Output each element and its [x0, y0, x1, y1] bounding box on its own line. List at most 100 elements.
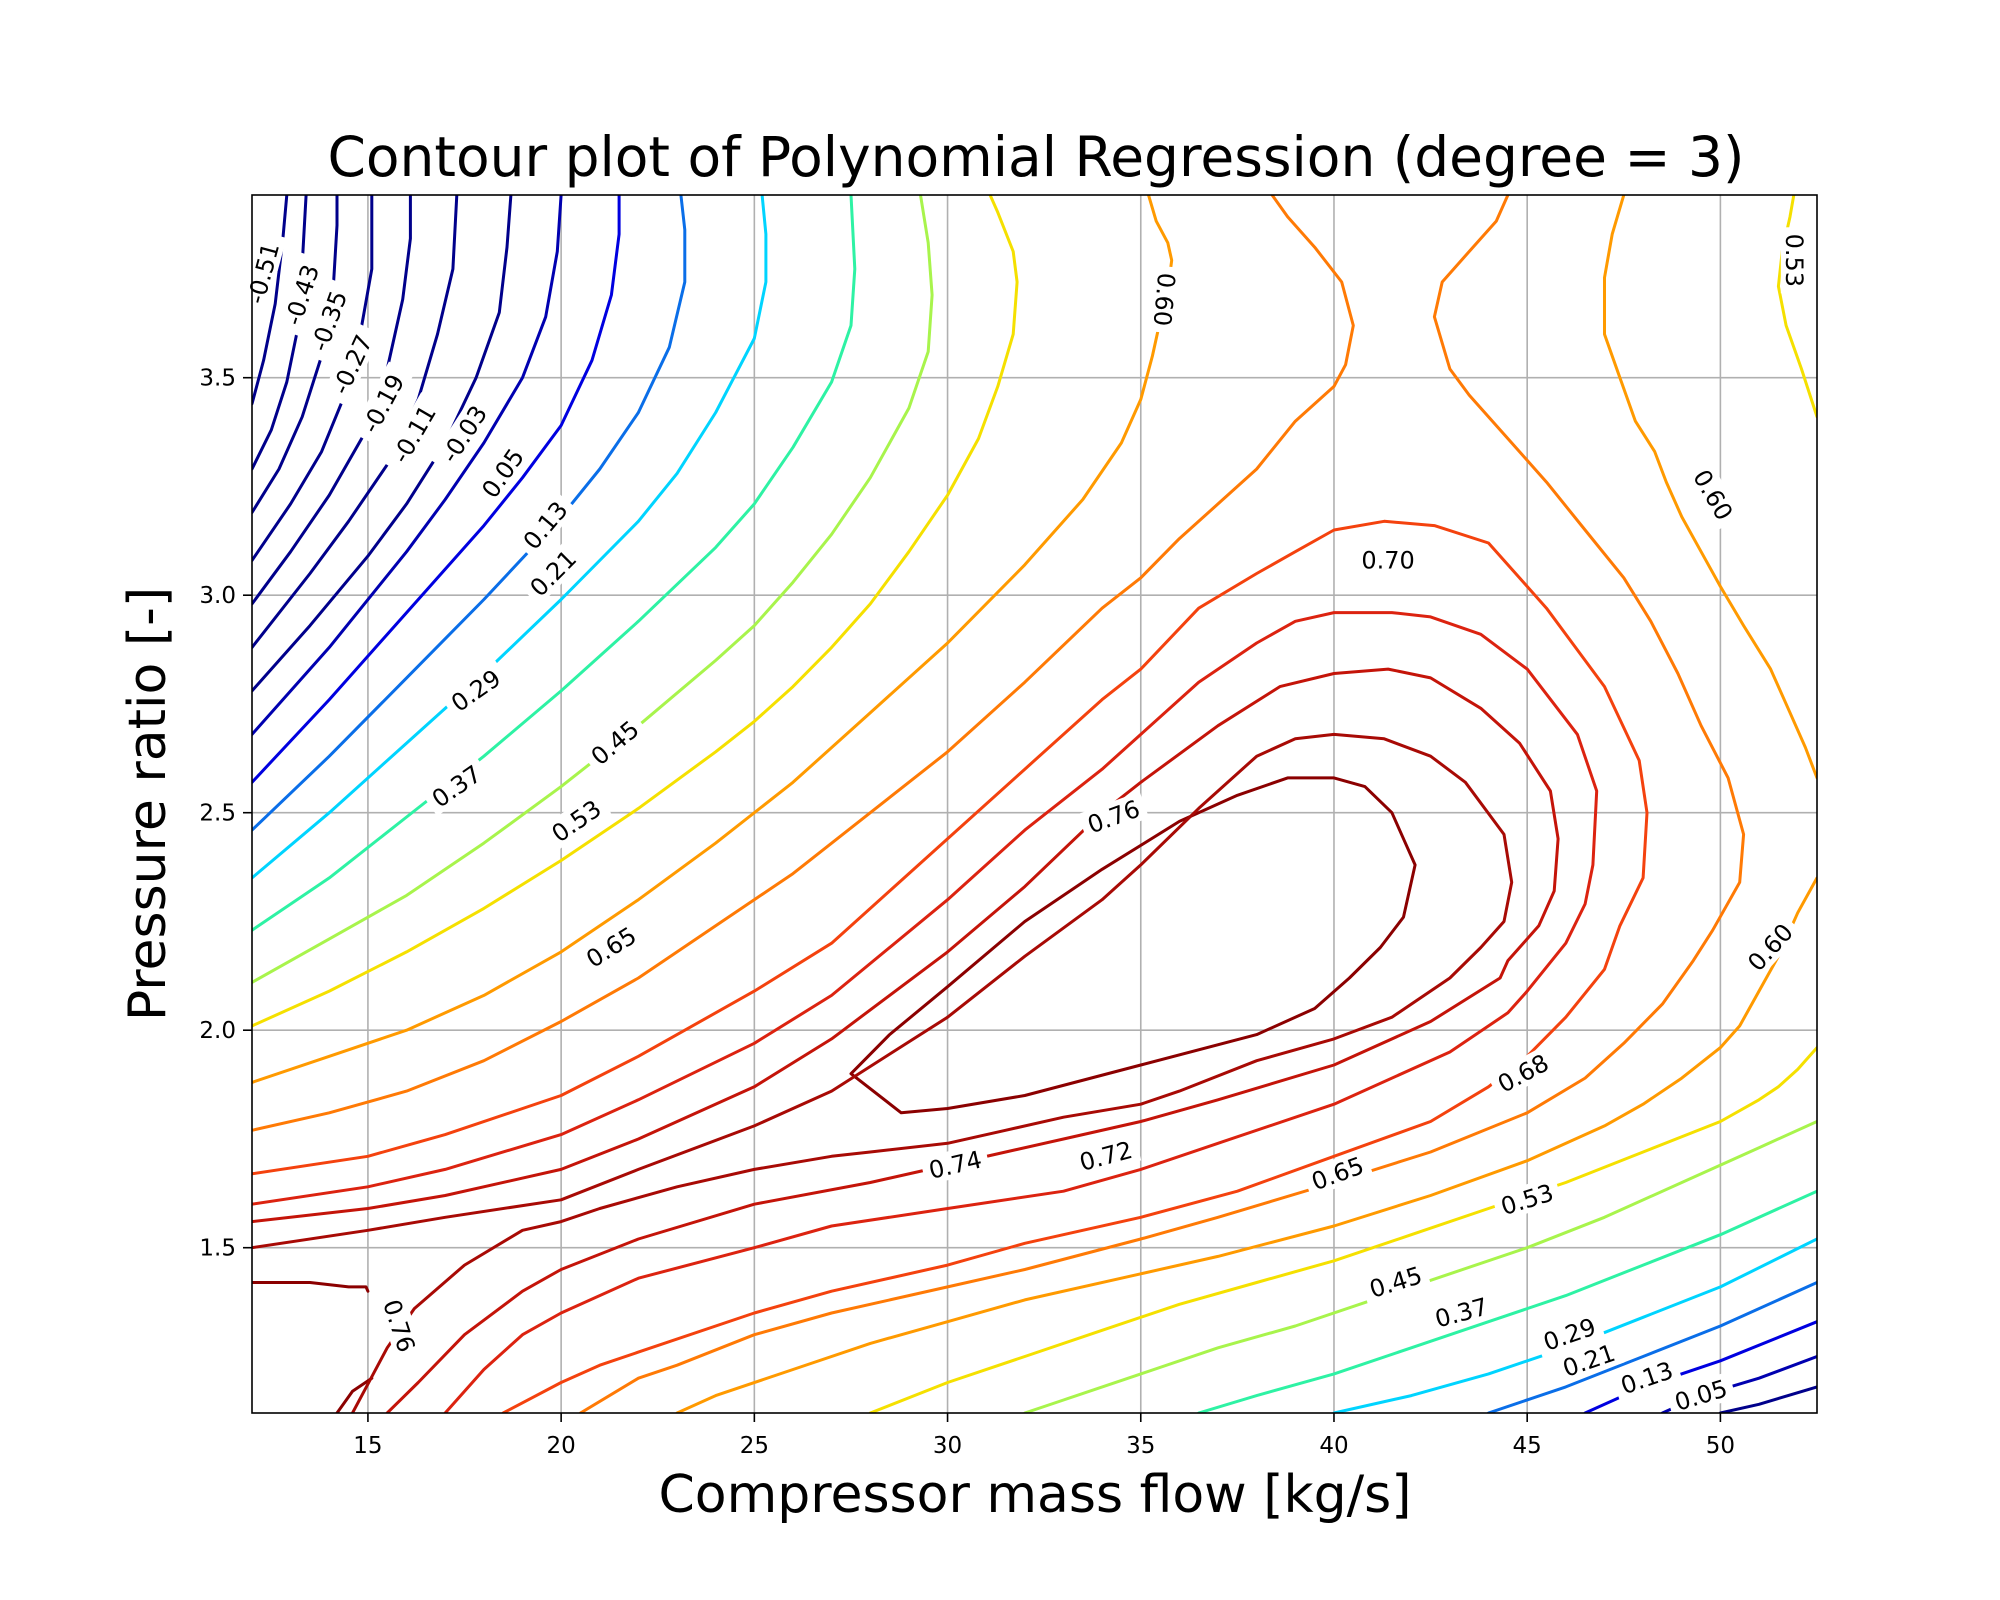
contour-label-text: 0.37 [1432, 1293, 1491, 1334]
contour-label-background [1070, 1133, 1142, 1178]
contour-line-0_29 [252, 195, 768, 880]
contour-line-0_72 [252, 667, 1560, 1413]
chart-title: Contour plot of Polynomial Regression (d… [327, 125, 1744, 189]
x-tick-label: 30 [933, 1433, 962, 1459]
contour-label: 0.53 [1780, 227, 1809, 294]
y-axis-label: Pressure ratio [-] [118, 587, 178, 1021]
contour-line-0_21 [1487, 1281, 1817, 1413]
contour-label-background [1737, 912, 1803, 981]
contour-label-background [1533, 1309, 1606, 1358]
y-tick-label: 3.5 [199, 366, 236, 392]
contour-label-background [580, 710, 649, 775]
contour-label-background [1780, 227, 1809, 294]
contour-line-0_21 [252, 195, 687, 832]
contour-label-background [1359, 1258, 1432, 1305]
contour-label: 0.70 [1355, 545, 1422, 574]
contour-label-background [1665, 1371, 1737, 1418]
contour-label-text: 0.05 [1671, 1374, 1730, 1416]
x-tick-label: 35 [1126, 1433, 1155, 1459]
contour-line--0_43 [252, 195, 308, 471]
contour-label-background [1491, 1175, 1563, 1222]
contour-label-text: 0.72 [1077, 1136, 1136, 1177]
contour-line-0_60 [675, 876, 1817, 1413]
contour-label-background [471, 437, 533, 508]
contour-label-background [430, 392, 498, 475]
contour-label: 0.45 [1359, 1258, 1432, 1305]
contour-label-background [1077, 791, 1150, 841]
y-tick-label: 2.5 [199, 801, 236, 827]
x-tick-label: 50 [1706, 1433, 1735, 1459]
contour-label: 0.60 [1148, 265, 1182, 334]
contour-label-background [540, 790, 612, 851]
contour-label: 0.45 [580, 710, 649, 775]
contour-label: 0.37 [1425, 1289, 1497, 1335]
contour-line-0_05 [252, 195, 563, 736]
contour-label-background [238, 230, 287, 316]
contour-label-background [519, 539, 586, 607]
contour-line-0_65 [579, 195, 1746, 1413]
contour-label-background [440, 659, 511, 721]
contour-label: 0.53 [540, 790, 612, 851]
contour-label: 0.74 [919, 1143, 991, 1186]
x-tick-label: 45 [1513, 1433, 1542, 1459]
y-tick-label: 2.0 [199, 1018, 236, 1044]
contour-line-0_65 [252, 195, 1355, 1132]
contour-line--0_51 [252, 195, 289, 406]
contour-line-0_60 [1603, 195, 1817, 780]
contour-label-background [1301, 1148, 1374, 1198]
contour-label: 0.29 [440, 659, 511, 721]
contour-label-background [376, 1289, 424, 1362]
contour-label-background [381, 392, 446, 476]
contour-label-text: 0.45 [1366, 1261, 1425, 1303]
contour-label-text: 0.53 [1780, 234, 1808, 287]
contour-label-background [421, 755, 492, 817]
contour-line-0_37 [1197, 1189, 1817, 1413]
contour-line-0_53 [252, 195, 1019, 1028]
contour-label: 0.65 [575, 917, 647, 977]
x-tick-label: 25 [740, 1433, 769, 1459]
contour-label-text: 0.74 [926, 1145, 984, 1184]
contour-label-background [512, 490, 577, 560]
x-tick-label: 20 [546, 1433, 575, 1459]
contour-line-0_53 [868, 1046, 1817, 1413]
contour-label: 0.60 [1684, 459, 1743, 531]
x-axis-ticks: 15 20 25 30 35 40 45 50 [353, 1413, 1735, 1459]
contour-label-background [1425, 1289, 1497, 1335]
contour-label-background [322, 322, 382, 407]
contour-label-background [1487, 1044, 1559, 1101]
contour-line-0_76 [252, 1281, 370, 1293]
x-axis-label: Compressor mass flow [kg/s] [658, 1465, 1411, 1525]
grid-lines [252, 195, 1817, 1413]
contour-label: 0.68 [1487, 1044, 1559, 1101]
contour-label-text: 0.60 [1148, 272, 1181, 328]
plot-area-frame [251, 194, 1818, 1414]
contour-line-0_13 [1583, 1320, 1817, 1413]
contour-line-0_13 [252, 195, 621, 784]
y-axis-ticks: 1.5 2.0 2.5 3.0 3.5 [199, 366, 252, 1262]
contour-label-background [575, 917, 647, 977]
contour-line-0_68 [252, 519, 1649, 1413]
x-tick-label: 40 [1319, 1433, 1348, 1459]
contour-label-background [1610, 1353, 1683, 1402]
y-tick-label: 1.5 [199, 1236, 236, 1262]
contour-label: 0.37 [421, 755, 492, 817]
contour-label-background [1684, 459, 1743, 531]
contour-label-text: 0.65 [1308, 1152, 1368, 1197]
contour-label-background [1552, 1335, 1625, 1384]
contour-line-0_45 [252, 195, 934, 984]
contour-line--0_03 [1718, 1385, 1817, 1413]
contour-label-text: -0.03 [436, 401, 493, 468]
contour-labels: 0.76 0.76 0.74 0.72 0.70 0.68 0.65 0.65 0.60 0.60… [238, 227, 1809, 1418]
contour-line-0_76 [849, 776, 1417, 1115]
y-tick-label: 3.0 [199, 583, 236, 609]
contour-label-text: 0.70 [1361, 546, 1414, 574]
x-tick-label: 15 [353, 1433, 382, 1459]
contour-line-0_74 [252, 732, 1514, 1413]
contour-label-background [301, 278, 356, 364]
contour-label-background [275, 252, 327, 338]
contour-label-text: 0.76 [1084, 795, 1144, 840]
contour-label-background [351, 361, 414, 446]
contour-line-0_70 [252, 611, 1599, 1413]
contour-label-background [919, 1143, 991, 1186]
